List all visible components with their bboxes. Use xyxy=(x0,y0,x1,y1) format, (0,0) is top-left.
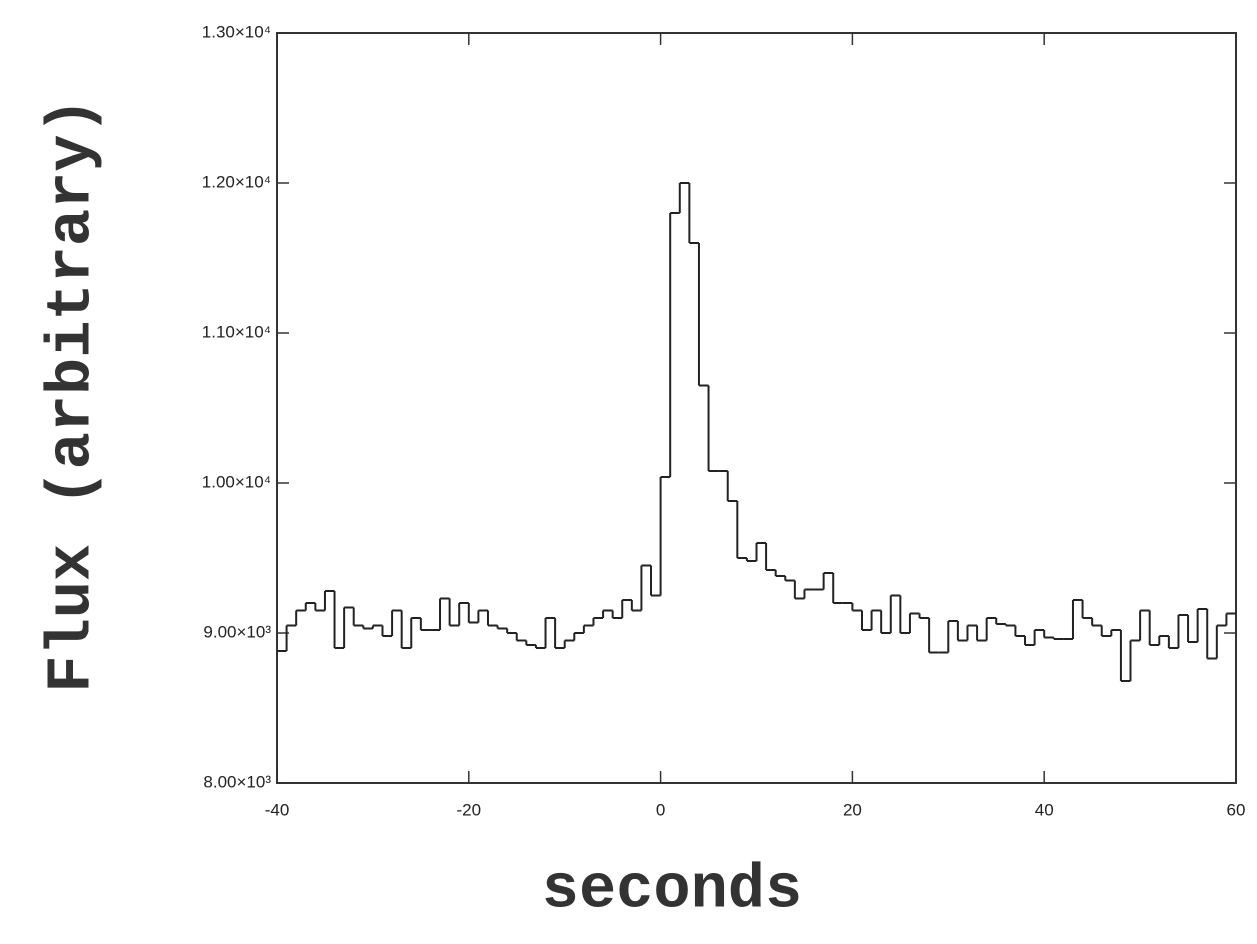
x-tick-label: 20 xyxy=(843,800,862,819)
y-tick-label: 1.30×10⁴ xyxy=(202,22,271,41)
y-tick-label: 9.00×10³ xyxy=(203,622,271,641)
x-tick-label: 0 xyxy=(656,800,665,819)
x-axis-title: seconds xyxy=(542,854,802,925)
y-tick-label: 1.00×10⁴ xyxy=(202,472,271,491)
x-tick-label: 60 xyxy=(1227,800,1246,819)
x-tick-label: 40 xyxy=(1035,800,1054,819)
y-tick-label: 1.10×10⁴ xyxy=(202,322,271,341)
plot-frame xyxy=(276,32,1237,784)
x-tick-label: -20 xyxy=(457,800,482,819)
y-axis-title: Flux (arbitrary) xyxy=(36,97,107,692)
y-tick-label: 1.20×10⁴ xyxy=(202,172,271,191)
x-tick-label: -40 xyxy=(265,800,290,819)
y-tick-label: 8.00×10³ xyxy=(203,772,271,791)
